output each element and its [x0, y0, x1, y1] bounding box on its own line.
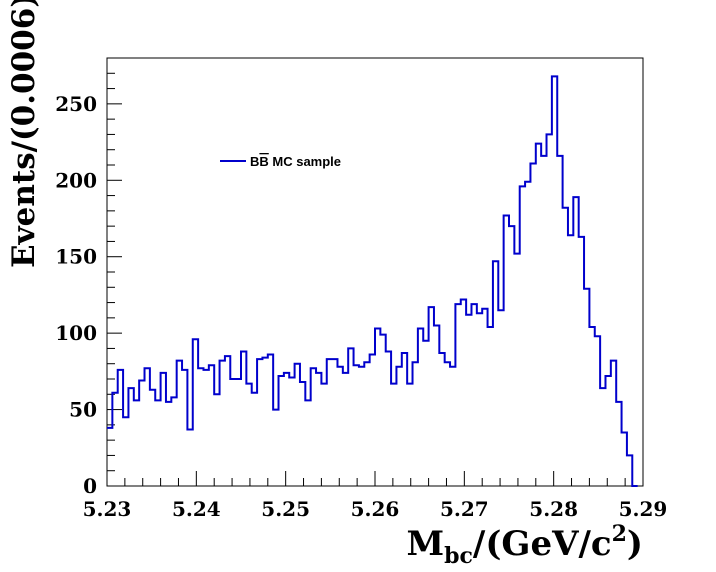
- x-tick-label: 5.27: [440, 497, 489, 521]
- x-tick-label: 5.28: [529, 497, 578, 521]
- x-tick-label: 5.24: [172, 497, 221, 521]
- x-tick-label: 5.25: [261, 497, 310, 521]
- y-tick-label: 50: [69, 398, 97, 422]
- y-tick-label: 200: [55, 168, 97, 192]
- y-tick-label: 150: [55, 245, 97, 269]
- legend: BB MC sample: [220, 154, 341, 169]
- x-tick-label: 5.29: [619, 497, 668, 521]
- y-tick-label: 250: [55, 92, 97, 116]
- tick-labels: 5.23 5.24 5.25 5.26 5.27 5.28 5.29 0 50 100 150 200…: [55, 92, 667, 521]
- histogram-series: [107, 75, 638, 487]
- y-axis-label: Events/(0.0006): [6, 0, 42, 268]
- x-tick-label: 5.26: [351, 497, 400, 521]
- x-axis-label: Mbc/(GeV/c2): [406, 521, 643, 569]
- legend-entry: BB MC sample: [250, 154, 341, 169]
- y-tick-label: 100: [55, 321, 97, 345]
- axis-ticks: [106, 57, 644, 487]
- x-tick-label: 5.23: [83, 497, 132, 521]
- y-tick-label: 0: [83, 474, 97, 498]
